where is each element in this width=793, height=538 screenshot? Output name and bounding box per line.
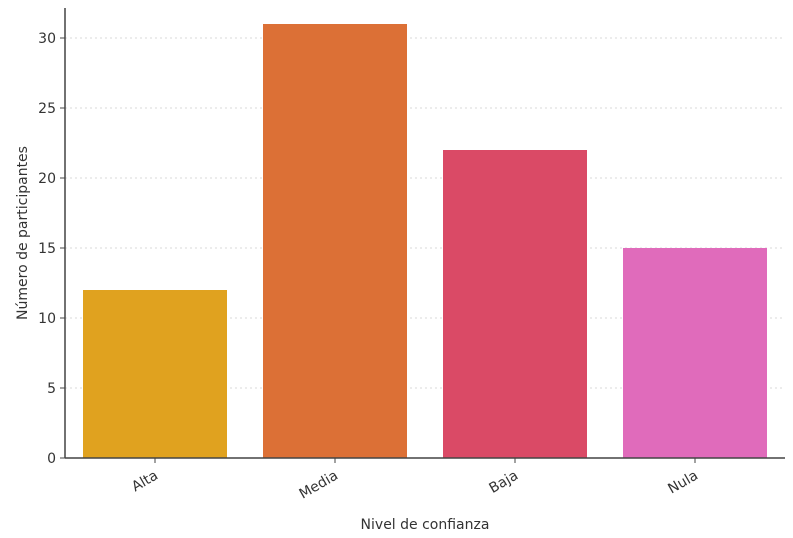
y-tick-label: 30 (38, 31, 56, 47)
y-tick-label: 20 (38, 171, 56, 187)
x-ticks: Alta Media Baja Nula (129, 458, 701, 502)
x-tick-label: Alta (129, 468, 161, 496)
bar-baja (443, 150, 587, 458)
bars (83, 24, 767, 458)
y-tick-label: 25 (38, 101, 56, 117)
y-ticks: 0 5 10 15 20 25 30 (38, 31, 65, 467)
y-tick-label: 5 (47, 381, 56, 397)
y-tick-label: 10 (38, 311, 56, 327)
x-tick-label: Media (297, 468, 341, 503)
x-tick-label: Nula (665, 468, 701, 498)
y-tick-label: 15 (38, 241, 56, 257)
y-tick-label: 0 (47, 451, 56, 467)
x-tick-label: Baja (486, 468, 521, 497)
bar-nula (623, 248, 767, 458)
x-axis-title: Nivel de confianza (361, 517, 490, 533)
bar-alta (83, 290, 227, 458)
y-axis-title: Número de participantes (15, 146, 31, 320)
bar-media (263, 24, 407, 458)
